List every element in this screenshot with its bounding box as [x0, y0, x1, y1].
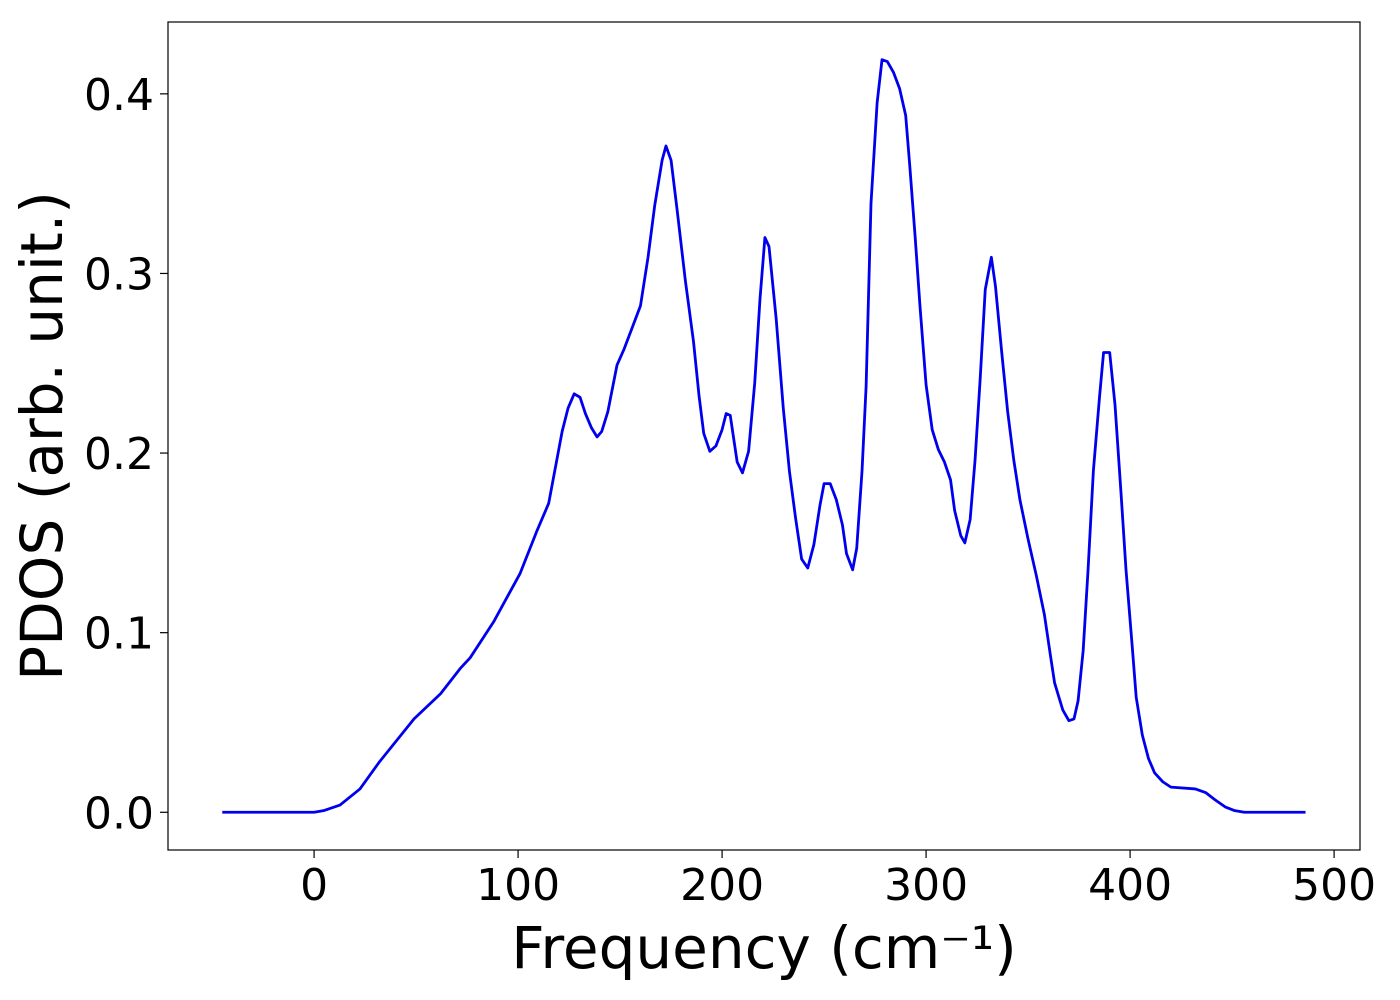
x-axis-label: Frequency (cm⁻¹) [511, 914, 1017, 982]
line-series [222, 58, 1306, 814]
y-tick-label: 0.3 [84, 249, 154, 300]
x-tick-label: 500 [1292, 860, 1376, 911]
x-tick-label: 100 [476, 860, 560, 911]
y-tick-label: 0.4 [84, 70, 154, 121]
plot-frame [167, 21, 1361, 851]
y-tick-label: 0.0 [84, 788, 154, 839]
x-tick-label: 200 [680, 860, 764, 911]
y-tick-label: 0.2 [84, 429, 154, 480]
x-tick-label: 0 [300, 860, 328, 911]
x-tick-label: 400 [1088, 860, 1172, 911]
y-tick-label: 0.1 [84, 609, 154, 660]
y-axis-label: PDOS (arb. unit.) [8, 191, 76, 681]
x-tick-label: 300 [884, 860, 968, 911]
